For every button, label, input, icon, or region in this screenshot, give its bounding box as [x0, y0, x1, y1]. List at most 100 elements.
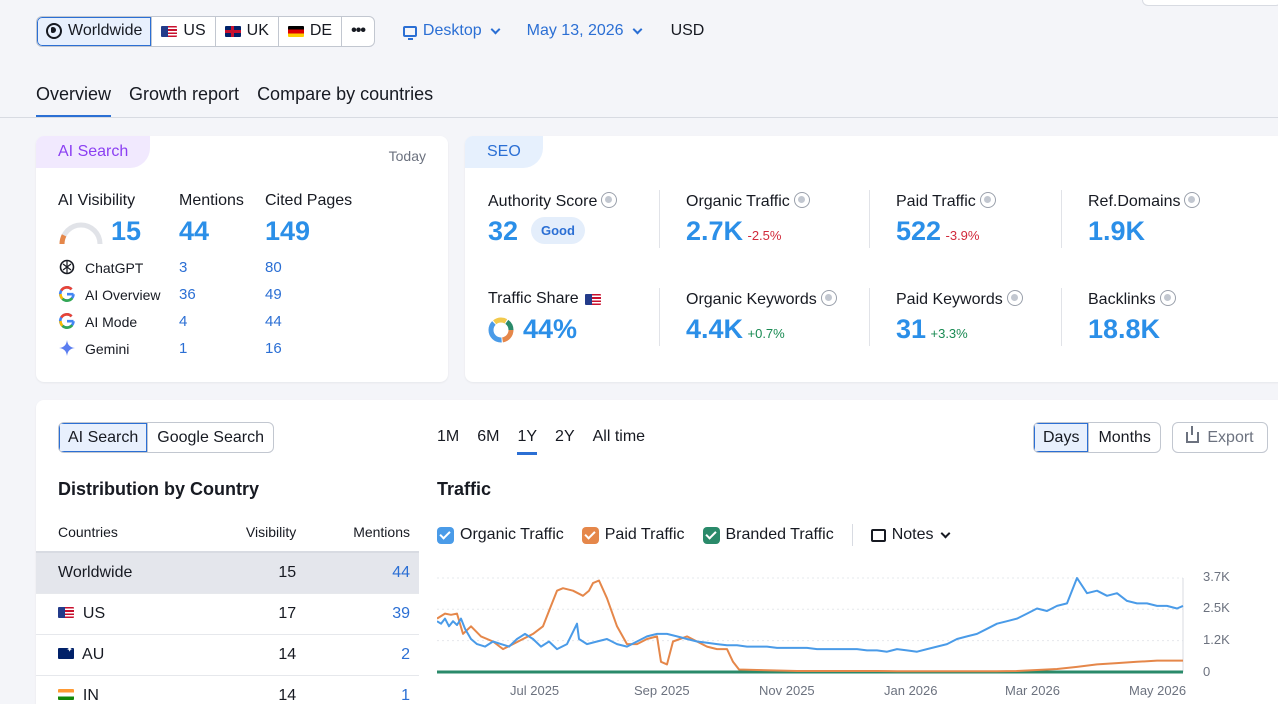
divider [1061, 190, 1062, 248]
globe-icon [46, 23, 62, 39]
table-row[interactable]: IN 14 1 [36, 675, 419, 704]
device-dropdown[interactable]: Desktop [402, 22, 501, 40]
info-icon[interactable] [1159, 290, 1176, 306]
organic-keywords-value[interactable]: 4.4K [686, 314, 744, 344]
uk-flag-icon [224, 25, 241, 37]
range-1m[interactable]: 1M [437, 428, 460, 445]
mentions-value[interactable]: 44 [179, 216, 210, 246]
mentions-cell[interactable]: 44 [305, 552, 419, 594]
info-icon[interactable] [1184, 192, 1201, 208]
info-icon[interactable] [793, 192, 810, 208]
divider [869, 190, 870, 248]
range-6m[interactable]: 6M [477, 428, 500, 445]
organic-traffic-change: -2.5% [747, 228, 782, 243]
tab-growth-report[interactable]: Growth report [129, 84, 240, 104]
divider [869, 288, 870, 346]
info-icon[interactable] [601, 192, 618, 208]
tabs-divider [0, 117, 1278, 118]
source-toggle: AI Search Google Search [58, 422, 274, 453]
country-cell: IN [36, 675, 203, 704]
chatgpt-icon [59, 259, 75, 275]
series-line-paid-traffic[interactable] [437, 579, 1183, 673]
range-all-time[interactable]: All time [592, 428, 646, 445]
export-button[interactable]: Export [1172, 422, 1268, 453]
series-line-organic-traffic[interactable] [437, 577, 1184, 653]
info-icon[interactable] [979, 192, 996, 208]
table-row[interactable]: US 17 39 [36, 593, 419, 635]
ai-search-toggle[interactable]: AI Search [59, 423, 149, 452]
info-icon[interactable] [1006, 290, 1023, 306]
more-databases-button[interactable]: ••• [351, 22, 366, 39]
organic-keywords-metric: 4.4K +0.7% [686, 314, 785, 345]
months-toggle[interactable]: Months [1098, 429, 1151, 446]
ai-row-mentions[interactable]: 1 [179, 340, 188, 357]
visibility-cell: 14 [202, 675, 306, 704]
ai-row-cited[interactable]: 44 [265, 313, 282, 330]
country-distribution-table: Countries Visibility Mentions Worldwide … [36, 512, 419, 704]
ai-row-mentions[interactable]: 4 [179, 313, 188, 330]
db-uk-button[interactable]: UK [216, 16, 279, 46]
range-2y[interactable]: 2Y [555, 428, 575, 445]
cited-pages-value[interactable]: 149 [265, 216, 311, 246]
traffic-share-label: Traffic Share [488, 290, 601, 308]
paid-keywords-change: +3.3% [930, 326, 968, 341]
ai-visibility-label: AI Visibility [58, 192, 136, 209]
traffic-title: Traffic [437, 479, 492, 499]
legend-paid-traffic[interactable]: Paid Traffic [581, 526, 685, 544]
backlinks-text: Backlinks [1088, 291, 1156, 308]
table-row[interactable]: Worldwide 15 44 [36, 552, 419, 594]
db-label: Worldwide [68, 22, 143, 39]
ai-row-cited[interactable]: 80 [265, 259, 282, 276]
ai-search-card: AI Search Today AI Visibility Mentions C… [36, 136, 448, 382]
notes-dropdown[interactable]: Notes [870, 526, 950, 544]
db-worldwide-button[interactable]: Worldwide [37, 16, 153, 46]
ref-domains-label: Ref.Domains [1088, 192, 1201, 211]
tab-compare-by-countries[interactable]: Compare by countries [257, 84, 434, 104]
db-label: US [183, 22, 206, 39]
date-dropdown[interactable]: May 13, 2026 [527, 22, 643, 40]
traffic-share-text: Traffic Share [488, 290, 579, 307]
authority-score-value[interactable]: 32 [488, 216, 519, 246]
google-search-toggle[interactable]: Google Search [157, 429, 264, 446]
mentions-cell[interactable]: 39 [305, 593, 419, 635]
x-tick-label: Nov 2025 [759, 683, 815, 698]
y-tick-label: 3.7K [1203, 569, 1230, 584]
backlinks-value[interactable]: 18.8K [1088, 314, 1161, 344]
chart-legend: Organic Traffic Paid Traffic Branded Tra… [437, 524, 967, 546]
divider [659, 190, 660, 248]
ai-row-cited[interactable]: 49 [265, 286, 282, 303]
ai-row-mentions[interactable]: 36 [179, 286, 196, 303]
ai-visibility-value[interactable]: 15 [111, 216, 142, 246]
divider [659, 288, 660, 346]
mentions-cell[interactable]: 2 [305, 634, 419, 676]
info-icon[interactable] [820, 290, 837, 306]
divider [851, 524, 853, 546]
organic-traffic-value[interactable]: 2.7K [686, 216, 744, 246]
ref-domains-value[interactable]: 1.9K [1088, 216, 1146, 246]
export-icon [1186, 426, 1200, 443]
col-visibility[interactable]: Visibility [202, 512, 306, 553]
paid-keywords-value[interactable]: 31 [896, 314, 927, 344]
db-de-button[interactable]: DE [279, 16, 343, 46]
paid-traffic-value[interactable]: 522 [896, 216, 942, 246]
mentions-cell[interactable]: 1 [305, 675, 419, 704]
range-1y[interactable]: 1Y [517, 428, 538, 455]
days-toggle[interactable]: Days [1034, 423, 1090, 452]
x-tick-label: Mar 2026 [1005, 683, 1060, 698]
account-menu-edge[interactable] [1142, 0, 1278, 6]
tab-overview[interactable]: Overview [36, 84, 112, 118]
ai-row-name: AI Overview [85, 287, 161, 303]
traffic-share-value[interactable]: 44% [523, 314, 578, 344]
table-row[interactable]: AU 14 2 [36, 634, 419, 676]
legend-organic-traffic[interactable]: Organic Traffic [437, 526, 564, 544]
traffic-line-chart[interactable] [437, 570, 1197, 678]
ai-row-mentions[interactable]: 3 [179, 259, 188, 276]
us-flag-icon [58, 606, 74, 618]
authority-status-badge: Good [531, 217, 585, 244]
ai-row-cited[interactable]: 16 [265, 340, 282, 357]
legend-branded-traffic[interactable]: Branded Traffic [702, 526, 834, 544]
col-mentions[interactable]: Mentions [305, 512, 419, 553]
db-us-button[interactable]: US [152, 16, 216, 46]
col-countries[interactable]: Countries [36, 512, 203, 553]
in-flag-icon [58, 688, 74, 700]
